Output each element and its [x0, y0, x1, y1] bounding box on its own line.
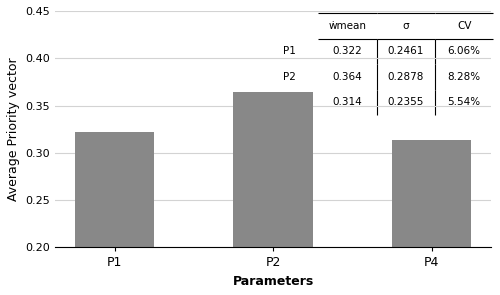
Bar [75, 132, 154, 295]
X-axis label: Parameters: Parameters [232, 275, 314, 288]
Bar [234, 92, 313, 295]
Y-axis label: Average Priority vector: Average Priority vector [7, 58, 20, 201]
Bar [392, 140, 471, 295]
